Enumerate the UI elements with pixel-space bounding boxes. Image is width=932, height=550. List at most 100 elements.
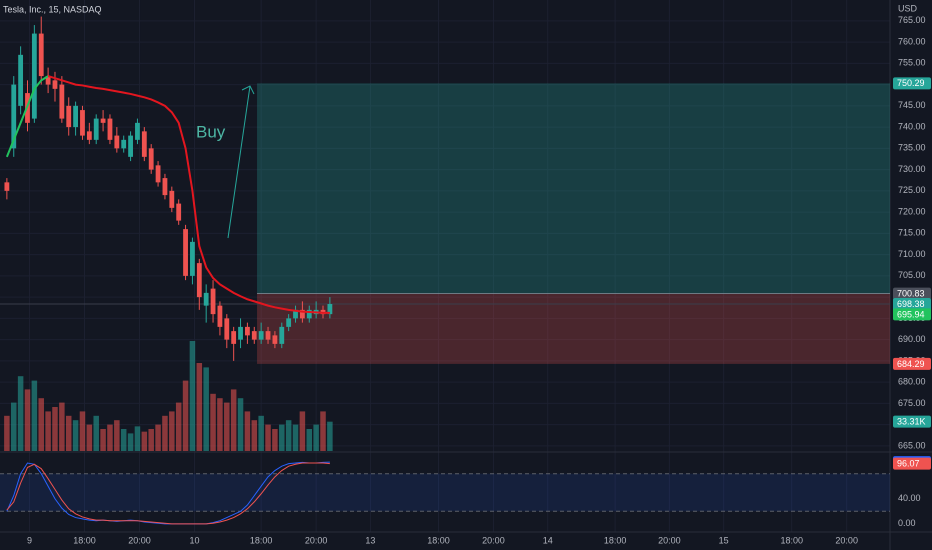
- candle-body: [293, 309, 298, 319]
- candle-body: [114, 135, 120, 149]
- candle-body: [59, 84, 65, 119]
- volume-bar: [52, 407, 58, 451]
- candle-body: [148, 148, 154, 170]
- x-tick-label: 9: [27, 535, 32, 545]
- volume-bar: [265, 424, 271, 451]
- y-tick-label: 760.00: [898, 36, 926, 46]
- candle-body: [4, 182, 10, 191]
- candle-body: [299, 309, 305, 319]
- candle-body: [238, 326, 243, 340]
- x-tick-label: 20:00: [305, 535, 328, 545]
- volume-bar: [155, 424, 161, 451]
- candle-body: [128, 135, 133, 157]
- candle-body: [258, 331, 264, 340]
- candle-body: [100, 118, 106, 123]
- volume-bar: [189, 341, 196, 451]
- price-tag: 695.94: [897, 309, 925, 319]
- price-tag-bg: [893, 357, 931, 370]
- stoch-tick-label: 40.00: [898, 493, 921, 503]
- y-tick-label: 755.00: [898, 58, 926, 68]
- candle-body: [38, 33, 44, 77]
- candle-body: [31, 33, 37, 119]
- y-tick-label: 735.00: [898, 143, 926, 153]
- volume-bar: [4, 415, 10, 451]
- candle-body: [327, 304, 333, 315]
- volume-bar: [299, 411, 306, 451]
- volume-bar: [251, 420, 258, 451]
- volume-tag-bg: [893, 415, 931, 428]
- annotation: Buy: [196, 122, 226, 141]
- candle-body: [183, 229, 188, 276]
- price-tag: 698.38: [897, 299, 925, 309]
- target-zone: [257, 83, 890, 294]
- y-tick-label: 710.00: [898, 249, 926, 259]
- volume-bar: [320, 411, 326, 451]
- volume-bar: [196, 363, 203, 451]
- price-tag-bg: [893, 77, 931, 90]
- candle-body: [217, 305, 223, 327]
- candle-body: [203, 292, 209, 306]
- stoch-d-line: [6, 462, 330, 525]
- y-tick-label: 715.00: [898, 228, 926, 238]
- candle-body: [231, 331, 237, 344]
- volume-bar: [127, 433, 134, 451]
- volume-bar: [327, 421, 333, 451]
- x-tick-label: 14: [543, 535, 553, 545]
- volume-bar: [93, 415, 99, 451]
- volume-bar: [306, 429, 313, 451]
- candle-body: [73, 105, 79, 128]
- volume-bar: [237, 398, 244, 451]
- volume-bar: [175, 402, 182, 451]
- candle-body: [245, 326, 250, 336]
- volume-bar: [169, 411, 175, 451]
- x-tick-label: 18:00: [427, 535, 450, 545]
- volume-bar: [279, 424, 285, 451]
- candle-body: [279, 326, 285, 344]
- candle-body: [93, 118, 99, 140]
- volume-bar: [244, 411, 251, 451]
- volume-bar: [292, 424, 299, 451]
- stoch-tag: 96.07: [897, 458, 920, 468]
- volume-bar: [230, 389, 237, 451]
- candle-body: [11, 84, 17, 149]
- currency: USD: [898, 3, 918, 13]
- candle-body: [176, 203, 182, 221]
- candle-body: [66, 105, 72, 128]
- volume-bar: [134, 426, 141, 451]
- y-tick-label: 765.00: [898, 15, 926, 25]
- candle-body: [162, 178, 168, 196]
- volume-bar: [258, 415, 264, 451]
- volume-bar: [59, 402, 65, 451]
- candle-body: [224, 318, 230, 340]
- x-tick-label: 20:00: [658, 535, 681, 545]
- price-tag-bg: [893, 308, 931, 321]
- stop-zone: [257, 293, 890, 364]
- y-tick-label: 720.00: [898, 206, 926, 216]
- y-tick-label: 745.00: [898, 100, 926, 110]
- candle-body: [121, 139, 127, 149]
- volume-bar: [100, 429, 106, 451]
- volume-bar: [79, 411, 86, 451]
- candle-body: [45, 76, 51, 85]
- x-tick-label: 18:00: [604, 535, 627, 545]
- stoch-band: [0, 473, 890, 512]
- price-tag: 684.29: [897, 359, 925, 369]
- volume-bar: [120, 429, 127, 451]
- y-tick-label: 740.00: [898, 121, 926, 131]
- x-tick-label: 20:00: [482, 535, 505, 545]
- volume-bar: [72, 420, 79, 451]
- volume-bar: [24, 389, 31, 451]
- candle-body: [86, 131, 92, 140]
- volume-bar: [38, 398, 44, 451]
- volume-bar: [224, 402, 230, 451]
- y-tick-label: 690.00: [898, 334, 926, 344]
- x-tick-label: 10: [189, 535, 199, 545]
- candle-body: [196, 263, 202, 298]
- candle-body: [135, 122, 140, 140]
- candle-body: [272, 335, 278, 344]
- y-tick-label: 665.00: [898, 440, 926, 450]
- y-tick-label: 705.00: [898, 270, 926, 280]
